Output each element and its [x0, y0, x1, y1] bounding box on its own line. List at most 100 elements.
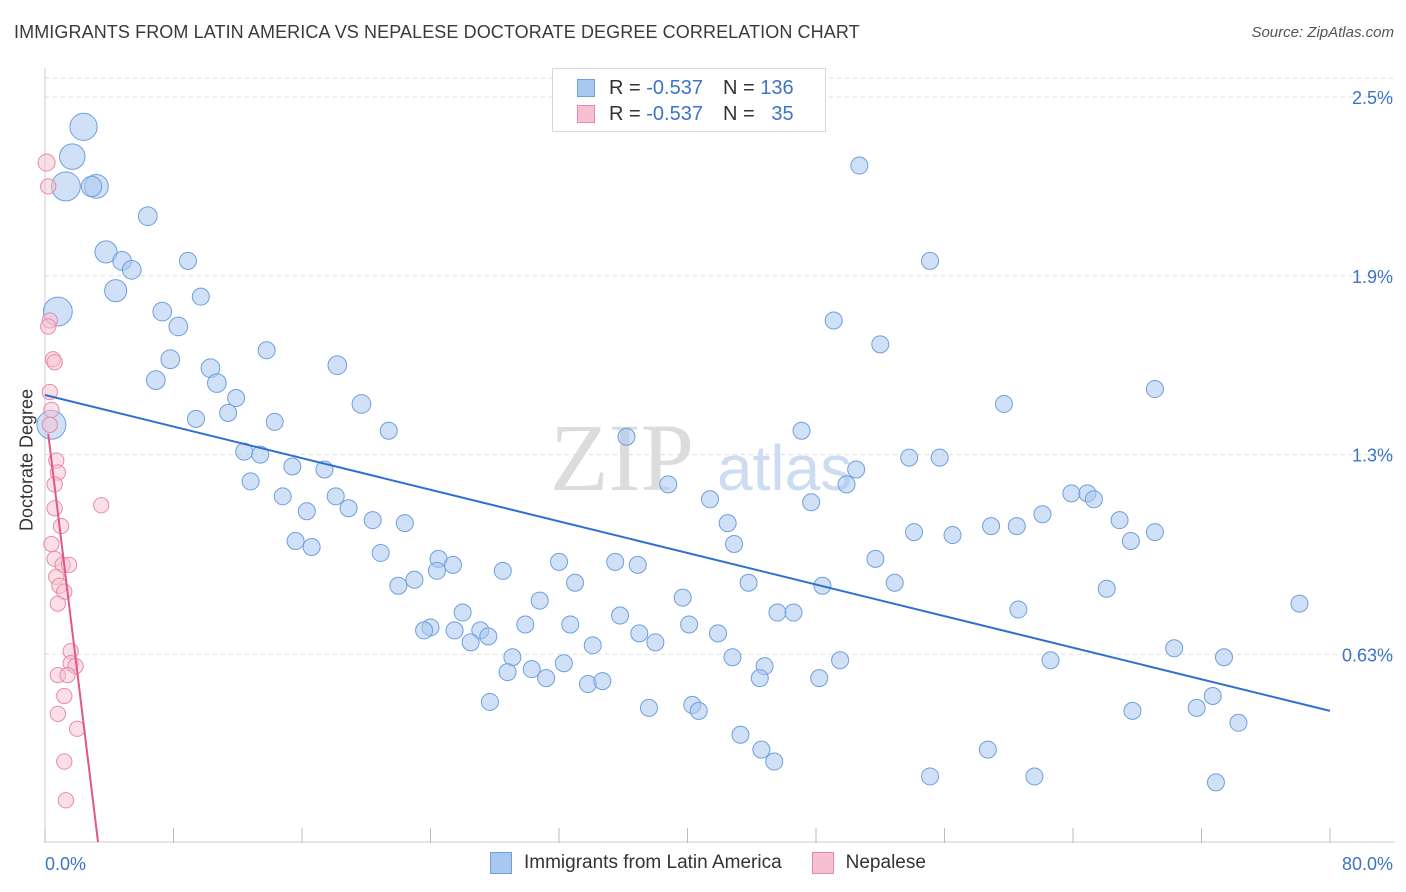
latin-point: [566, 573, 585, 592]
latin-point: [792, 421, 811, 440]
latin-point: [1041, 651, 1060, 670]
nepal-point: [46, 354, 63, 371]
latin-point: [847, 460, 866, 479]
latin-point: [802, 493, 821, 512]
nepal-point: [49, 705, 66, 723]
latin-point: [339, 499, 358, 518]
latin-point: [628, 555, 647, 574]
latin-point: [379, 421, 398, 440]
nepal-point: [93, 497, 110, 514]
latin-point: [921, 767, 940, 786]
latin-point: [227, 388, 246, 407]
latin-point: [1007, 517, 1026, 536]
latin-point: [1123, 701, 1142, 720]
latin-point: [1033, 505, 1052, 524]
legend-label: Nepalese: [845, 852, 926, 873]
nepal-point: [56, 687, 73, 705]
latin-point: [639, 698, 658, 717]
watermark-zip: ZIP: [550, 404, 694, 511]
nepal-point: [43, 535, 60, 553]
latin-point: [709, 624, 728, 643]
latin-point: [824, 311, 843, 330]
latin-point: [978, 740, 997, 759]
stats-legend: R = -0.537 N = 136 R = -0.537 N = 35: [552, 68, 826, 132]
latin-point: [537, 669, 556, 688]
latin-point: [784, 603, 803, 622]
watermark-atlas: atlas: [717, 432, 852, 504]
latin-point: [395, 514, 414, 533]
latin-point: [768, 603, 787, 622]
nepal-point: [43, 401, 60, 419]
latin-point: [297, 502, 316, 521]
latin-point: [593, 672, 612, 691]
latin-point: [750, 669, 769, 688]
latin-point: [739, 573, 758, 592]
latin-point: [673, 588, 692, 607]
latin-point: [207, 373, 227, 393]
legend-label: Immigrants from Latin America: [524, 852, 782, 873]
y-tick-label: 1.9%: [1352, 267, 1393, 287]
latin-point: [178, 251, 197, 270]
stats-row-latin: R = -0.537 N = 136: [577, 76, 794, 100]
latin-point: [363, 511, 382, 530]
latin-point: [461, 633, 480, 652]
trend-lines: [44, 394, 1331, 843]
latin-point: [718, 514, 737, 533]
latin-point: [503, 648, 522, 667]
r-value: -0.537: [646, 102, 703, 125]
latin-point: [982, 517, 1001, 536]
latin-point: [866, 549, 885, 568]
latin-point: [480, 692, 499, 711]
latin-point: [1203, 686, 1222, 705]
y-tick-label: 0.63%: [1342, 645, 1393, 665]
latin-point: [251, 445, 270, 464]
latin-point: [725, 535, 744, 553]
latin-point: [554, 654, 573, 673]
nepal-point: [57, 792, 75, 809]
y-tick-label: 2.5%: [1352, 88, 1393, 108]
latin-point: [69, 112, 98, 141]
nepal-swatch: [811, 852, 834, 874]
latin-point: [257, 341, 276, 360]
latin-point: [871, 335, 890, 354]
latin-point: [152, 301, 173, 322]
latin-point: [351, 394, 372, 414]
latin-point: [700, 490, 719, 509]
latin-point: [94, 240, 118, 264]
latin-point: [561, 615, 580, 634]
latin-point: [831, 651, 850, 670]
latin-point: [415, 621, 434, 640]
n-label: N =: [722, 76, 755, 99]
latin-point: [160, 349, 181, 370]
latin-point: [191, 287, 210, 306]
n-value: 35: [771, 102, 794, 125]
tick-labels: 0.63% 1.3% 1.9% 2.5% 0.0% 80.0%: [45, 88, 1393, 874]
latin-point: [389, 576, 408, 595]
latin-point: [606, 552, 625, 571]
latin-point: [994, 394, 1013, 413]
latin-point: [326, 487, 345, 506]
latin-point: [516, 615, 535, 634]
latin-point: [1229, 713, 1248, 732]
latin-point: [479, 627, 498, 646]
legend-item-latin[interactable]: Immigrants from Latin America: [490, 852, 782, 874]
latin-point: [443, 555, 462, 574]
latin-point: [1009, 600, 1028, 619]
latin-point: [453, 603, 472, 622]
latin-point: [1062, 484, 1081, 503]
latin-trend-line: [44, 394, 1331, 712]
latin-point: [530, 591, 549, 610]
series-latin-america-points: [36, 112, 1309, 792]
latin-point: [327, 355, 348, 376]
latin-point: [1145, 380, 1164, 399]
nepal-trend-line: [47, 433, 99, 843]
latin-point: [522, 660, 541, 679]
latin-point: [493, 561, 512, 580]
latin-point: [850, 156, 869, 175]
latin-point: [445, 621, 464, 640]
legend-item-nepal[interactable]: Nepalese: [811, 852, 926, 874]
latin-point: [273, 487, 292, 506]
stats-row-nepal: R = -0.537 N = 35: [577, 102, 794, 126]
series-legend: Immigrants from Latin America Nepalese: [490, 852, 956, 874]
